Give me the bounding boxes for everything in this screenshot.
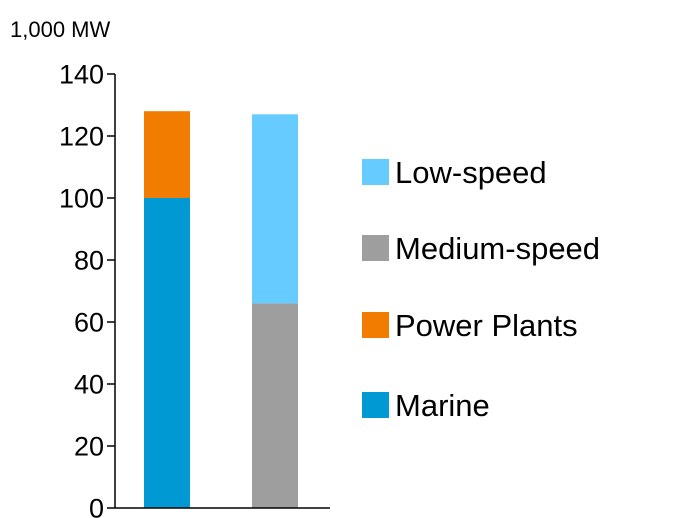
legend-swatch-power-plants	[362, 312, 389, 338]
legend-label-marine: Marine	[395, 388, 490, 423]
bar-segment-medium-speed	[252, 303, 298, 508]
y-axis: 0 20 40 60 80 100 120 140	[59, 60, 116, 518]
legend-label-power-plants: Power Plants	[395, 308, 578, 343]
y-tick-label: 60	[74, 308, 104, 338]
legend-swatch-marine	[362, 392, 389, 418]
y-tick-label: 40	[74, 370, 104, 400]
y-tick-label: 80	[74, 246, 104, 276]
bars	[144, 111, 298, 508]
y-tick-label: 0	[89, 494, 104, 518]
legend-label-low-speed: Low-speed	[395, 155, 547, 190]
legend: Low-speed Medium-speed Power Plants Marine	[362, 155, 600, 423]
legend-label-medium-speed: Medium-speed	[395, 231, 600, 266]
y-tick-label: 20	[74, 432, 104, 462]
bar-segment-low-speed	[252, 114, 298, 304]
bar-segment-marine	[144, 198, 190, 508]
y-tick-label: 140	[59, 60, 104, 90]
legend-swatch-low-speed	[362, 159, 389, 185]
unit-label: 1,000 MW	[10, 17, 110, 42]
y-tick-label: 120	[59, 122, 104, 152]
bar-segment-power-plants	[144, 111, 190, 198]
legend-swatch-medium-speed	[362, 235, 389, 261]
y-tick-label: 100	[59, 184, 104, 214]
